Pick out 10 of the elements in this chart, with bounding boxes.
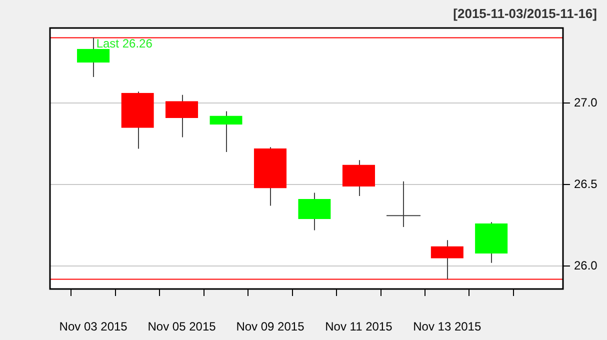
y-tick-label: 26.0 xyxy=(574,258,598,272)
y-tick-label: 27.0 xyxy=(574,95,598,110)
x-tick-label: Nov 11 2015 xyxy=(325,320,393,334)
x-tick-label: Nov 03 2015 xyxy=(59,320,128,334)
y-tick-label: 26.5 xyxy=(574,176,598,191)
x-tick-label: Nov 05 2015 xyxy=(148,320,216,334)
chart-title: [2015-11-03/2015-11-16] xyxy=(453,6,597,21)
annotation: Last 26.26 xyxy=(96,36,153,50)
x-tick-label: Nov 09 2015 xyxy=(236,320,305,334)
x-tick-label: Nov 13 2015 xyxy=(413,320,482,334)
